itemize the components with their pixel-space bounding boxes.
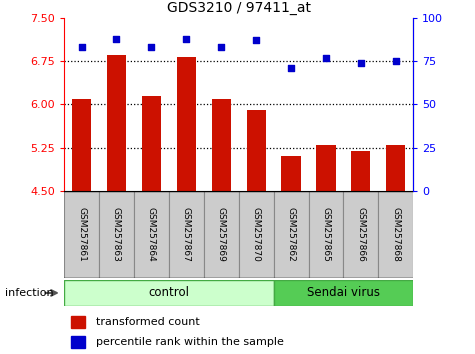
Bar — [107, 55, 126, 191]
Text: GSM257866: GSM257866 — [356, 207, 365, 262]
Bar — [177, 57, 196, 191]
FancyBboxPatch shape — [64, 191, 99, 278]
Bar — [282, 156, 301, 191]
FancyBboxPatch shape — [274, 280, 413, 306]
Point — [218, 44, 225, 50]
Point — [182, 36, 190, 41]
Point — [148, 44, 155, 50]
Point — [78, 44, 86, 50]
Point — [113, 36, 120, 41]
Bar — [71, 316, 85, 329]
Text: GSM257864: GSM257864 — [147, 207, 156, 262]
Text: GSM257870: GSM257870 — [252, 207, 261, 262]
Text: infection: infection — [5, 288, 53, 298]
FancyBboxPatch shape — [64, 280, 274, 306]
Text: percentile rank within the sample: percentile rank within the sample — [95, 337, 284, 347]
Point — [392, 58, 399, 64]
Bar — [386, 145, 405, 191]
Bar — [316, 145, 335, 191]
Text: GSM257869: GSM257869 — [217, 207, 226, 262]
Text: GSM257865: GSM257865 — [322, 207, 331, 262]
FancyBboxPatch shape — [169, 191, 204, 278]
FancyBboxPatch shape — [274, 191, 309, 278]
Text: GSM257861: GSM257861 — [77, 207, 86, 262]
FancyBboxPatch shape — [134, 191, 169, 278]
FancyBboxPatch shape — [204, 191, 238, 278]
Bar — [142, 96, 161, 191]
Text: GSM257867: GSM257867 — [182, 207, 191, 262]
FancyBboxPatch shape — [379, 191, 413, 278]
Point — [252, 38, 260, 43]
Text: control: control — [148, 286, 190, 299]
FancyBboxPatch shape — [238, 191, 274, 278]
FancyBboxPatch shape — [343, 191, 379, 278]
Point — [357, 60, 365, 65]
Text: GSM257868: GSM257868 — [391, 207, 400, 262]
Text: GSM257862: GSM257862 — [286, 207, 295, 262]
Point — [322, 55, 330, 61]
Text: Sendai virus: Sendai virus — [307, 286, 380, 299]
Bar — [247, 110, 266, 191]
Bar — [352, 151, 370, 191]
Text: GSM257863: GSM257863 — [112, 207, 121, 262]
Bar — [72, 99, 91, 191]
Text: transformed count: transformed count — [95, 317, 200, 327]
FancyBboxPatch shape — [99, 191, 134, 278]
FancyBboxPatch shape — [309, 191, 343, 278]
Title: GDS3210 / 97411_at: GDS3210 / 97411_at — [167, 1, 311, 15]
Bar — [71, 336, 85, 348]
Bar — [212, 99, 231, 191]
Point — [287, 65, 295, 71]
